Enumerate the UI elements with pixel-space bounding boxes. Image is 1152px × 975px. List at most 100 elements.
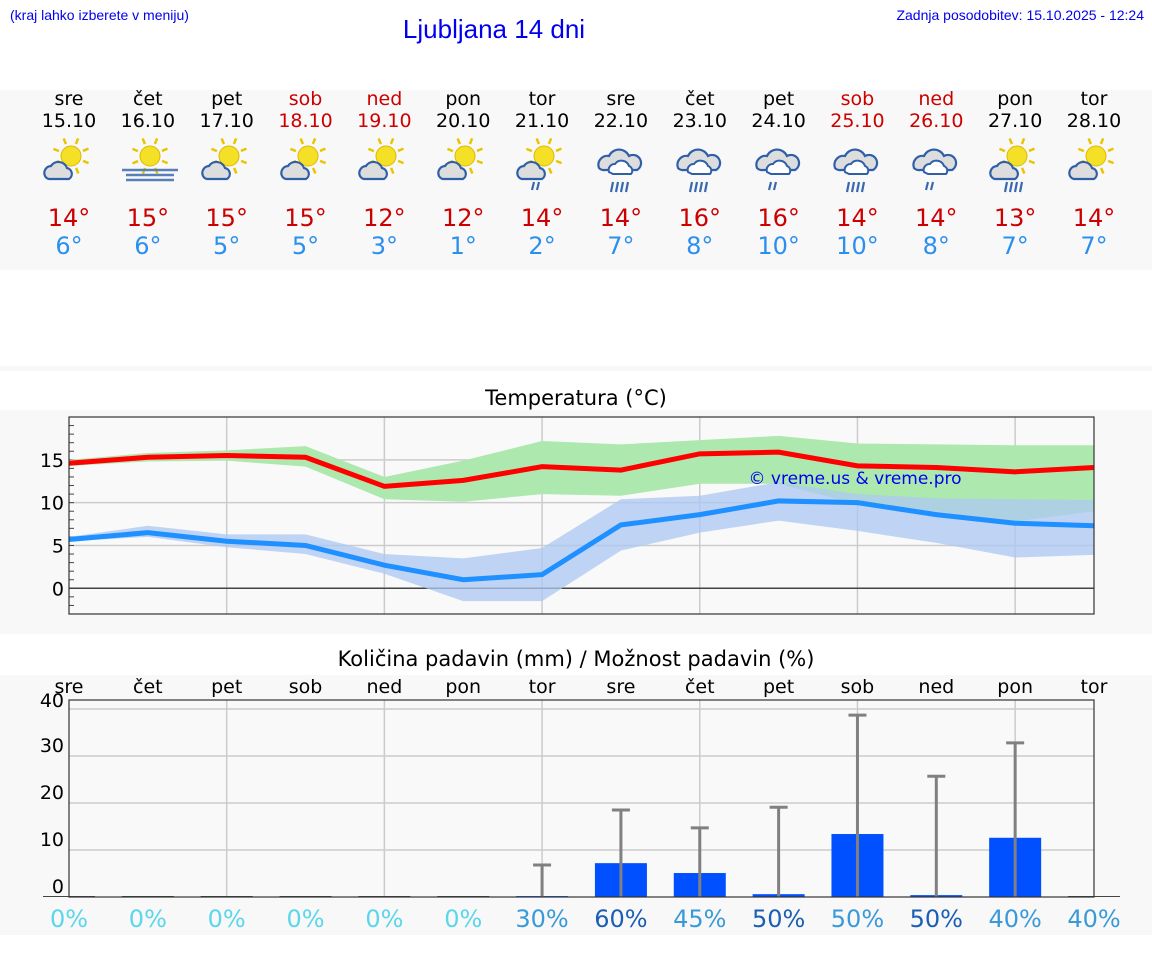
partly-sunny-icon bbox=[424, 134, 502, 200]
day-date: 20.10 bbox=[436, 110, 491, 132]
precip-probability: 40% bbox=[1067, 905, 1120, 933]
day-name: sre bbox=[606, 88, 636, 110]
location-hint[interactable]: (kraj lahko izberete v meniju) bbox=[10, 7, 189, 23]
day-name: pet bbox=[763, 88, 795, 110]
day-column: sob 18.10 15° 5° bbox=[267, 88, 345, 260]
precipitation-chart-title: Količina padavin (mm) / Možnost padavin … bbox=[337, 647, 815, 671]
precip-probability: 45% bbox=[673, 905, 726, 933]
partly-sunny-icon bbox=[267, 134, 345, 200]
max-temp: 14° bbox=[47, 204, 91, 232]
day-date: 21.10 bbox=[514, 110, 570, 132]
y-tick-label: 0 bbox=[52, 578, 64, 600]
watermark: © vreme.us & vreme.pro bbox=[748, 469, 961, 489]
y-tick-label: 40 bbox=[40, 690, 64, 712]
day-name: pon bbox=[445, 88, 482, 110]
max-temp: 15° bbox=[205, 204, 248, 232]
day-date: 19.10 bbox=[357, 110, 412, 132]
max-temp: 14° bbox=[836, 204, 879, 232]
day-date: 27.10 bbox=[987, 110, 1043, 132]
max-temp: 14° bbox=[520, 204, 564, 232]
plot-frame bbox=[68, 699, 1095, 898]
forecast-strip bbox=[0, 90, 1152, 270]
precip-probability: 0% bbox=[286, 905, 324, 933]
day-column: čet 16.10 15° 6° bbox=[109, 88, 187, 260]
cloud-rain-icon bbox=[582, 134, 660, 200]
max-temp: 16° bbox=[678, 204, 722, 232]
day-label: ned bbox=[366, 676, 402, 698]
day-date: 26.10 bbox=[909, 110, 964, 132]
day-column: sob 25.10 14° 10° bbox=[818, 88, 896, 260]
plot-frame bbox=[68, 416, 1095, 615]
max-temp: 14° bbox=[1072, 204, 1116, 232]
cloud-rain-icon bbox=[661, 134, 739, 200]
max-temp: 15° bbox=[284, 204, 327, 232]
partly-sunny-icon bbox=[345, 134, 423, 200]
precip-probability: 40% bbox=[988, 905, 1041, 933]
cloud-light-rain-icon bbox=[897, 134, 975, 200]
min-temp: 8° bbox=[686, 232, 714, 260]
day-label: pon bbox=[445, 676, 481, 698]
min-temp: 5° bbox=[291, 232, 320, 260]
min-temp: 6° bbox=[134, 232, 162, 260]
y-tick-label: 20 bbox=[40, 782, 64, 804]
max-temp: 12° bbox=[441, 204, 485, 232]
page-title: Ljubljana 14 dni bbox=[402, 14, 586, 44]
max-temp: 16° bbox=[757, 204, 800, 232]
day-date: 17.10 bbox=[199, 110, 254, 132]
day-label: pon bbox=[997, 676, 1033, 698]
day-date: 23.10 bbox=[672, 110, 727, 132]
day-column: sre 22.10 14° 7° bbox=[582, 88, 660, 260]
temperature-chart-title: Temperatura (°C) bbox=[485, 386, 667, 410]
day-date: 16.10 bbox=[120, 110, 176, 132]
day-label: sre bbox=[55, 676, 84, 698]
day-column: ned 19.10 12° 3° bbox=[345, 88, 423, 260]
partly-sunny-rain-icon bbox=[503, 134, 581, 200]
max-temp: 12° bbox=[363, 204, 406, 232]
day-label: ned bbox=[918, 676, 954, 698]
min-temp: 6° bbox=[55, 232, 83, 260]
max-temp: 13° bbox=[993, 204, 1037, 232]
min-temp: 1° bbox=[449, 232, 477, 260]
day-name: tor bbox=[528, 88, 556, 110]
min-temp: 7° bbox=[1080, 232, 1108, 260]
y-tick-label: 30 bbox=[40, 735, 64, 757]
day-date: 18.10 bbox=[278, 110, 333, 132]
day-column: tor 21.10 14° 2° bbox=[503, 88, 581, 260]
day-column: tor 28.10 14° 7° bbox=[1055, 88, 1133, 260]
precip-probability: 60% bbox=[594, 905, 647, 933]
day-name: pon bbox=[997, 88, 1033, 110]
day-name: čet bbox=[133, 88, 163, 110]
y-tick-label: 5 bbox=[52, 535, 64, 557]
day-name: ned bbox=[366, 88, 403, 110]
last-updated: Zadnja posodobitev: 15.10.2025 - 12:24 bbox=[896, 7, 1144, 23]
sun-rain-icon bbox=[976, 134, 1054, 200]
min-temp: 7° bbox=[607, 232, 635, 260]
day-name: sre bbox=[54, 88, 84, 110]
partly-sunny-icon bbox=[1055, 134, 1133, 200]
y-tick-label: 10 bbox=[40, 829, 64, 851]
day-date: 28.10 bbox=[1066, 110, 1122, 132]
min-temp-line bbox=[68, 498, 1095, 583]
day-name: pet bbox=[211, 88, 243, 110]
day-column: ned 26.10 14° 8° bbox=[897, 88, 975, 260]
day-name: ned bbox=[918, 88, 955, 110]
cloud-light-rain-icon bbox=[740, 134, 818, 200]
partly-sunny-icon bbox=[188, 134, 266, 200]
min-temp: 3° bbox=[370, 232, 399, 260]
min-temp: 10° bbox=[836, 232, 879, 260]
divider bbox=[0, 366, 1152, 371]
max-temp-line bbox=[68, 449, 1095, 489]
day-name: sob bbox=[840, 88, 875, 110]
min-temp: 10° bbox=[757, 232, 800, 260]
precip-probability: 0% bbox=[208, 905, 246, 933]
day-label: tor bbox=[529, 676, 556, 698]
y-tick-label: 15 bbox=[40, 450, 64, 472]
max-temp: 14° bbox=[915, 204, 958, 232]
day-label: pet bbox=[211, 676, 242, 698]
day-name: sob bbox=[288, 88, 323, 110]
precip-probability: 0% bbox=[365, 905, 403, 933]
day-label: čet bbox=[133, 676, 163, 698]
min-temp: 5° bbox=[213, 232, 241, 260]
precip-probability: 50% bbox=[910, 905, 963, 933]
